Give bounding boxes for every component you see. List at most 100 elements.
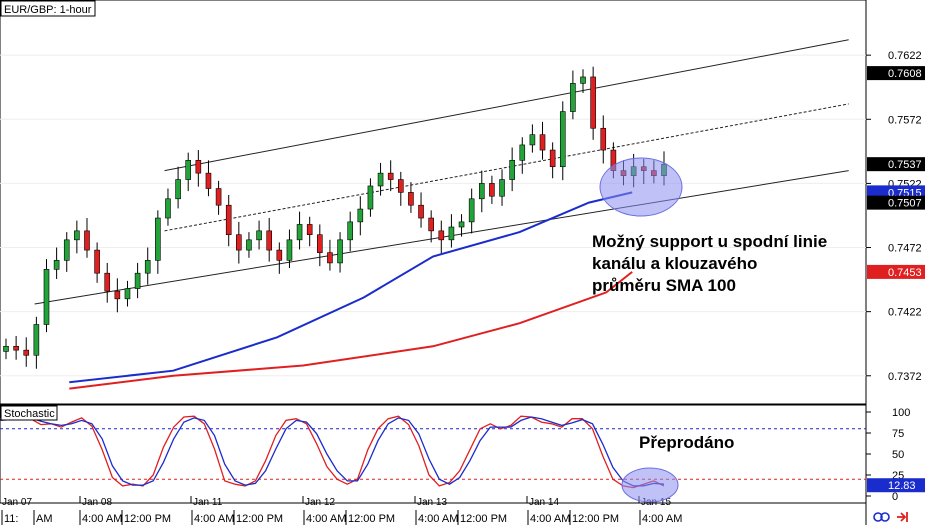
oversold-highlight-circle: [621, 467, 679, 503]
candle-body: [317, 234, 323, 253]
candle-body: [418, 204, 424, 219]
date-label: Jan 12: [305, 497, 335, 508]
candle-body: [529, 134, 536, 146]
link-icon[interactable]: [873, 512, 890, 522]
stochastic-lines: [0, 415, 866, 489]
candle-body: [570, 83, 576, 112]
candle-body: [246, 239, 252, 251]
time-label: 12:00 PM: [572, 513, 619, 525]
stochastic-y-tick-label: 50: [892, 449, 904, 461]
candle-body: [590, 76, 596, 129]
support-highlight-circle: [599, 157, 683, 217]
scroll-right-arrow-icon[interactable]: [897, 512, 908, 522]
candle-body: [175, 179, 181, 200]
candle-body: [104, 272, 111, 292]
candle-body: [509, 160, 515, 180]
candle-body: [74, 230, 80, 241]
time-label: 12:00 PM: [124, 513, 171, 525]
price-badge-label: 0.7453: [888, 267, 922, 279]
candle-body: [539, 134, 546, 151]
candle-body: [367, 185, 374, 210]
price-badge: [867, 264, 925, 279]
sma-line: [69, 191, 633, 384]
time-label: 4:00 AM: [418, 513, 458, 525]
candle-body: [428, 217, 434, 232]
time-label: AM: [36, 513, 53, 525]
candle-body: [580, 76, 586, 84]
candle-body: [205, 172, 212, 189]
candle-body: [63, 239, 70, 261]
candle-body: [256, 230, 262, 241]
candle-body: [489, 183, 495, 197]
candle-body: [549, 149, 556, 168]
stochastic-pane: [0, 404, 867, 504]
candle-body: [43, 269, 50, 325]
candle-body: [438, 230, 445, 241]
candle-body: [3, 345, 9, 352]
price-badge: [867, 66, 925, 81]
y-tick-label: 0.7472: [888, 243, 922, 255]
candle-body: [23, 349, 30, 356]
candle-body: [33, 324, 40, 356]
chart-title-box: [0, 0, 96, 17]
date-label: Jan 15: [641, 497, 671, 508]
candle-body: [53, 260, 60, 270]
candle-body: [144, 260, 151, 274]
candle-body: [215, 188, 222, 206]
date-label: Jan 07: [2, 497, 32, 508]
stochastic-y-tick-label: 100: [892, 407, 910, 419]
moving-averages: [69, 191, 633, 390]
stochastic-line: [0, 416, 665, 487]
support-annotation-line-2: kanálu a klouzavého: [592, 254, 757, 273]
time-label: 4:00 AM: [306, 513, 346, 525]
candle-body: [458, 221, 465, 228]
candle-body: [559, 111, 566, 168]
time-label: 11:: [4, 513, 18, 525]
stochastic-value-label: 12.83: [888, 480, 916, 492]
candle-body: [266, 230, 273, 251]
time-label: 4:00 AM: [530, 513, 570, 525]
candle-body: [185, 160, 192, 180]
price-pane: [0, 0, 867, 405]
price-badge: [867, 195, 925, 210]
stochastic-value-badge: [867, 478, 925, 493]
candle-body: [499, 179, 505, 197]
channel-upper-line: [164, 39, 849, 172]
candle-body: [600, 127, 607, 151]
support-annotation: Možný support u spodní linie kanálu a kl…: [592, 232, 832, 295]
time-label: 12:00 PM: [348, 513, 395, 525]
y-tick-label: 0.7572: [888, 114, 922, 126]
stochastic-title-box: [0, 405, 58, 421]
candle-body: [276, 249, 283, 261]
y-tick-label: 0.7422: [888, 307, 922, 319]
time-label: 4:00 AM: [82, 513, 122, 525]
date-label: Jan 13: [417, 497, 447, 508]
y-tick-label: 0.7622: [888, 50, 922, 62]
oversold-annotation: Přeprodáno: [639, 433, 734, 452]
price-badge-label: 0.7608: [888, 68, 922, 80]
time-axis: Jan 07 Jan 08 Jan 11 Jan 12 Jan 13 Jan 14 Jan …: [0, 496, 682, 525]
candle-body: [134, 272, 141, 289]
candle-body: [124, 288, 131, 300]
candle-body: [377, 172, 384, 187]
candle-body: [165, 198, 171, 219]
candle-body: [296, 224, 303, 241]
time-label: 12:00 PM: [460, 513, 507, 525]
stochastic-line: [0, 415, 665, 489]
candle-body: [448, 226, 455, 241]
candle-body: [114, 290, 121, 300]
candle-body: [327, 252, 333, 264]
candle-body: [13, 345, 19, 351]
candle-body: [195, 160, 202, 174]
candle-body: [236, 234, 242, 251]
sma-line: [69, 271, 633, 390]
price-badge: [867, 157, 925, 172]
candle-body: [225, 204, 232, 236]
stochastic-y-tick-label: 75: [892, 428, 904, 440]
support-annotation-line-1: Možný support u spodní linie: [592, 232, 827, 251]
candle-body: [306, 224, 313, 236]
date-label: Jan 08: [82, 497, 112, 508]
candle-body: [478, 183, 485, 200]
date-label: Jan 14: [529, 497, 559, 508]
